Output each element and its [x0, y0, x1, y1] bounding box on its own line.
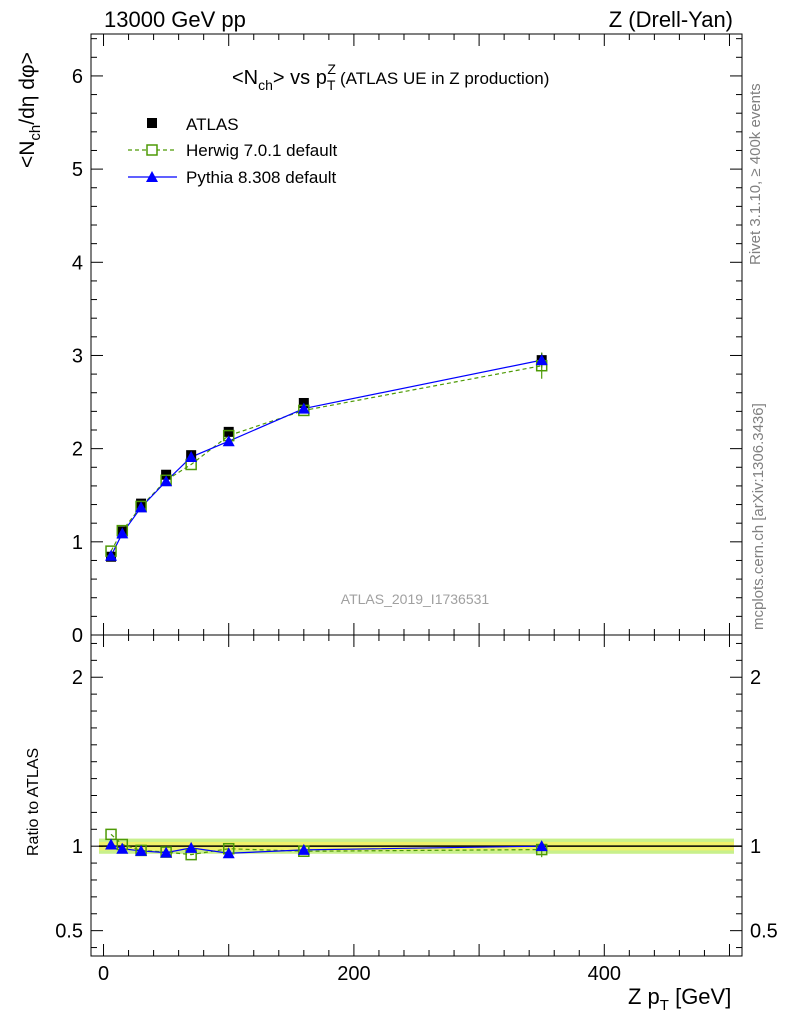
legend: ATLAS Herwig 7.0.1 default Pythia 8.308 …: [128, 115, 337, 187]
data-point-pythia: [116, 527, 129, 539]
legend-label-pythia: Pythia 8.308 default: [186, 168, 337, 187]
ratio-point-pythia: [297, 843, 310, 855]
plot-title: <Nch> vs pTZ (ATLAS UE in Z production): [232, 61, 549, 93]
y-tick-label: 3: [72, 345, 83, 367]
y-tick-label: 2: [72, 439, 83, 461]
ratio-point-pythia: [135, 844, 148, 856]
main-y-axis-label: <Nch/dη dφ>: [16, 52, 44, 168]
main-panel-tick-labels: 0 1 2 3 4 5 6: [72, 66, 83, 647]
legend-label-atlas: ATLAS: [186, 115, 239, 134]
ratio-y-tick-label: 1: [750, 836, 761, 858]
ratio-panel: 0.5 0.5 1 1 2 2 0 200 400 Ratio to ATLAS Z pT [G…: [25, 634, 778, 1014]
series-line-pythia: [110, 359, 542, 557]
ratio-reference-band: [99, 838, 742, 854]
ratio-panel-ticks: [91, 635, 742, 956]
data-point-pythia: [185, 451, 198, 463]
ratio-y-tick-label: 2: [750, 667, 761, 689]
legend-label-herwig: Herwig 7.0.1 default: [186, 141, 337, 160]
x-tick-label: 400: [588, 963, 621, 985]
x-axis-label: Z pT [GeV]: [628, 984, 731, 1014]
ratio-point-pythia: [222, 847, 235, 859]
mcplots-label: mcplots.cern.ch [arXiv:1306.3436]: [750, 403, 767, 630]
data-point-pythia: [135, 501, 148, 513]
ratio-y-tick-label: 0.5: [55, 921, 83, 943]
main-panel-data: [105, 352, 548, 562]
ratio-point-pythia: [185, 841, 198, 853]
main-panel-ticks: [91, 34, 742, 636]
y-tick-label: 0: [72, 625, 83, 647]
legend-marker-atlas: [147, 118, 157, 128]
ratio-point-pythia: [116, 842, 129, 854]
ratio-point-pythia: [160, 846, 173, 858]
series-line-herwig: [110, 365, 542, 552]
data-point-atlas: [223, 426, 234, 437]
data-point-pythia: [535, 354, 548, 366]
ratio-point-pythia: [105, 838, 118, 850]
ratio-y-tick-label: 2: [72, 667, 83, 689]
x-tick-label: 0: [98, 963, 109, 985]
y-tick-label: 1: [72, 532, 83, 554]
ratio-y-tick-label: 1: [72, 836, 83, 858]
y-tick-label: 6: [72, 66, 83, 88]
ratio-panel-data: [105, 828, 548, 861]
ratio-point-pythia: [535, 840, 548, 852]
ratio-panel-frame: [90, 634, 743, 957]
data-point-pythia: [297, 402, 310, 414]
data-point-pythia: [105, 549, 118, 561]
data-point-pythia: [222, 435, 235, 447]
legend-marker-herwig: [146, 144, 158, 156]
ratio-panel-tick-labels: 0.5 0.5 1 1 2 2 0 200 400: [55, 667, 778, 985]
main-panel: 0 1 2 3 4 5 6 <Nch> vs pTZ (ATLAS UE in Z produ…: [16, 33, 743, 647]
data-point-pythia: [160, 475, 173, 487]
y-tick-label: 5: [72, 159, 83, 181]
legend-marker-pythia: [146, 171, 158, 182]
rivet-version-label: Rivet 3.1.10, ≥ 400k events: [747, 83, 764, 265]
energy-label: 13000 GeV pp: [104, 7, 246, 32]
x-tick-label: 200: [337, 963, 370, 985]
ratio-y-axis-label: Ratio to ATLAS: [25, 748, 42, 856]
analysis-watermark: ATLAS_2019_I1736531: [341, 591, 490, 607]
ratio-y-tick-label: 0.5: [750, 921, 778, 943]
y-tick-label: 4: [72, 252, 83, 274]
process-label: Z (Drell-Yan): [609, 7, 733, 32]
